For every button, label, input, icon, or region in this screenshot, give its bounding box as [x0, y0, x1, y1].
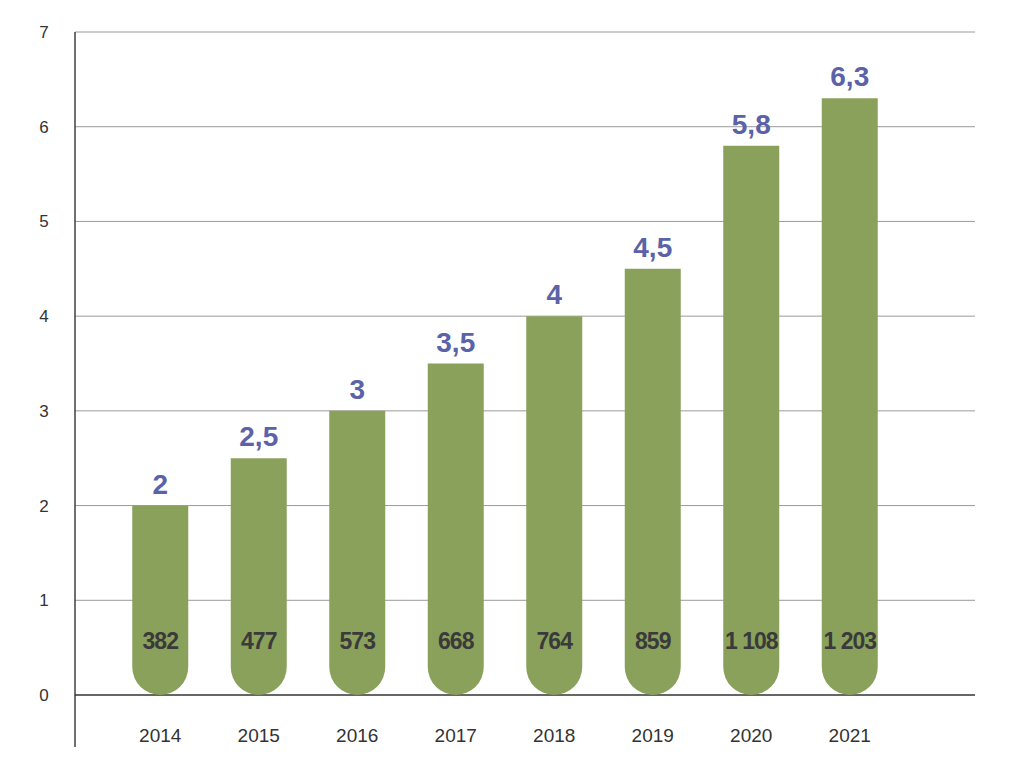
bar: [329, 411, 385, 695]
x-tick-label: 2018: [533, 725, 575, 746]
bar: [822, 98, 878, 695]
x-tick-label: 2014: [139, 725, 182, 746]
data-label: 2,5: [239, 421, 278, 452]
bar: [723, 146, 779, 695]
chart-container: 0 1 2 3 4 5 6 7 2 2,5 3 3,5 4 4,5 5,8 6,3 382 477 573 668 76…: [0, 0, 1024, 784]
chart-svg: 0 1 2 3 4 5 6 7 2 2,5 3 3,5 4 4,5 5,8 6,3 382 477 573 668 76…: [0, 0, 1024, 784]
y-tick-label: 2: [39, 497, 48, 516]
data-label: 4: [546, 279, 562, 310]
y-tick-label: 6: [39, 118, 48, 137]
bar: [526, 316, 582, 695]
bar-count-label: 859: [635, 628, 671, 654]
bar: [231, 458, 287, 695]
y-axis-line: [74, 32, 75, 747]
bar-count-label: 668: [438, 628, 475, 654]
x-tick-label: 2020: [730, 725, 772, 746]
data-label: 6,3: [830, 61, 869, 92]
bar: [132, 506, 188, 695]
y-tick-label: 4: [39, 307, 48, 326]
bar: [625, 269, 681, 695]
data-label: 3: [349, 374, 365, 405]
y-tick-label: 7: [39, 23, 48, 42]
y-tick-label: 5: [39, 212, 48, 231]
y-tick-label: 1: [39, 591, 48, 610]
bar: [428, 364, 484, 696]
grid-line: [75, 694, 975, 696]
grid-line: [75, 32, 975, 33]
bar-count-label: 477: [241, 628, 277, 654]
x-tick-label: 2015: [238, 725, 280, 746]
data-label: 2: [152, 469, 168, 500]
y-tick-label: 3: [39, 402, 48, 421]
y-tick-label: 0: [39, 686, 48, 705]
x-tick-label: 2019: [632, 725, 674, 746]
x-tick-label: 2017: [435, 725, 477, 746]
bar-count-label: 1 108: [725, 628, 779, 654]
data-label: 4,5: [633, 232, 672, 263]
data-label: 3,5: [436, 327, 475, 358]
bar-count-label: 573: [340, 628, 376, 654]
bars: [132, 98, 878, 695]
background: [0, 0, 1024, 784]
bar-count-label: 382: [143, 628, 179, 654]
bar-count-label: 1 203: [823, 628, 876, 654]
x-tick-label: 2021: [829, 725, 871, 746]
x-tick-label: 2016: [336, 725, 378, 746]
data-label: 5,8: [732, 109, 771, 140]
bar-count-label: 764: [537, 628, 574, 654]
